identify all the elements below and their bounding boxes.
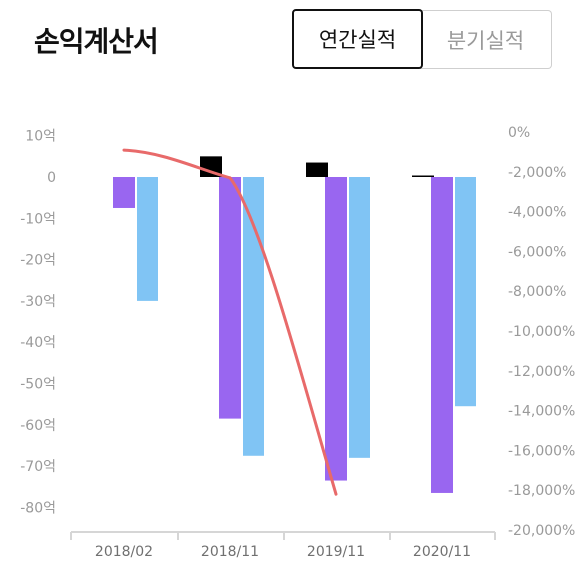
left-tick-label: -40억 [20,335,56,351]
right-tick-label: -2,000% [508,165,566,181]
x-tick-label: 2019/11 [307,544,365,560]
left-tick-label: -50억 [20,377,56,393]
bar-purple [219,177,241,419]
tab-quarterly[interactable]: 분기실적 [420,10,552,69]
right-tick-label: -20,000% [508,523,575,539]
right-tick-label: -8,000% [508,284,566,300]
x-tick-label: 2018/02 [95,544,153,560]
page-title: 손익계산서 [34,25,159,58]
right-tick-label: -14,000% [508,404,575,420]
period-tabs: 연간실적 분기실적 [292,9,552,71]
bar-blue [455,177,476,407]
right-tick-label: -12,000% [508,364,575,380]
left-tick-label: -10억 [20,211,56,227]
x-tick-label: 2018/11 [201,544,259,560]
left-tick-label: 0 [47,170,56,186]
bar-purple [325,177,347,481]
left-tick-label: -70억 [20,459,56,475]
bar-black [200,156,222,177]
bar-blue [349,177,370,458]
left-tick-label: -80억 [20,500,56,516]
bar-black [412,175,434,177]
right-tick-label: -16,000% [508,443,575,459]
left-tick-label: 10억 [25,129,56,145]
series-line [122,148,338,496]
x-tick-label: 2020/11 [413,544,471,560]
right-tick-label: -18,000% [508,483,575,499]
bar-purple [113,177,135,208]
bar-black [306,162,328,177]
tab-annual[interactable]: 연간실적 [292,9,423,69]
left-tick-label: -20억 [20,253,56,269]
bar-blue [243,177,264,456]
right-tick-label: -4,000% [508,205,566,221]
bar-blue [137,177,158,301]
left-tick-label: -60억 [20,418,56,434]
left-tick-label: -30억 [20,294,56,310]
right-tick-label: 0% [508,125,530,141]
bar-purple [431,177,453,493]
right-tick-label: -10,000% [508,324,575,340]
right-tick-label: -6,000% [508,244,566,260]
